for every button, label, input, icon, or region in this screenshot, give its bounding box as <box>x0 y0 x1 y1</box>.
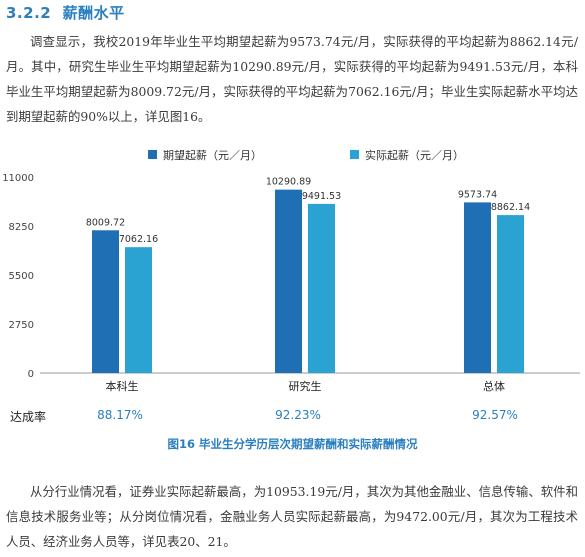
industry-paragraph: 从分行业情况看，证券业实际起薪最高，为10953.19元/月，其次为其他金融业、… <box>6 484 578 549</box>
y-tick-label-4: 11000 <box>2 173 34 184</box>
salary-bar-chart: 期望起薪（元／月） 实际起薪（元／月） 0 2750 5500 8250 11000 8009… <box>2 148 580 393</box>
legend-swatch-0 <box>148 150 157 159</box>
bar-0-0 <box>92 230 119 373</box>
bar-value-label-1-1: 9491.53 <box>302 191 341 202</box>
x-category-label-2: 总体 <box>483 379 505 393</box>
bar-value-label-0-1: 7062.16 <box>119 234 158 245</box>
section-heading: 3.2.2 薪酬水平 <box>6 2 125 23</box>
section-number: 3.2.2 <box>6 4 52 22</box>
x-category-label-0: 本科生 <box>106 379 139 393</box>
section-title: 薪酬水平 <box>62 4 125 22</box>
y-tick-label-3: 8250 <box>9 222 34 233</box>
bar-0-1 <box>125 247 152 373</box>
figure-caption: 图16 毕业生分学历层次期望薪酬和实际薪酬情况 <box>167 437 418 451</box>
bar-value-label-2-0: 9573.74 <box>458 189 497 200</box>
intro-paragraph: 调查显示，我校2019年毕业生平均期望起薪为9573.74元/月，实际获得的平均… <box>6 34 578 124</box>
bar-value-label-1-0: 10290.89 <box>266 177 311 188</box>
bar-2-0 <box>464 202 491 373</box>
rate-undergrad: 88.17% <box>97 408 143 422</box>
x-category-label-1: 研究生 <box>289 379 322 393</box>
rate-graduate: 92.23% <box>275 408 321 422</box>
bar-value-label-2-1: 8862.14 <box>491 202 530 213</box>
y-tick-label-0: 0 <box>28 369 34 380</box>
legend-label-0: 期望起薪（元／月） <box>163 149 262 162</box>
bar-1-1 <box>308 203 335 373</box>
bar-2-1 <box>497 215 524 373</box>
y-tick-label-2: 5500 <box>9 271 34 282</box>
bar-1-0 <box>275 189 302 373</box>
bar-value-label-0-0: 8009.72 <box>86 217 125 228</box>
rate-overall: 92.57% <box>472 408 518 422</box>
legend-swatch-1 <box>350 150 359 159</box>
legend-label-1: 实际起薪（元／月） <box>365 148 464 162</box>
y-tick-label-1: 2750 <box>9 320 34 331</box>
achievement-rate-label: 达成率 <box>10 410 47 424</box>
